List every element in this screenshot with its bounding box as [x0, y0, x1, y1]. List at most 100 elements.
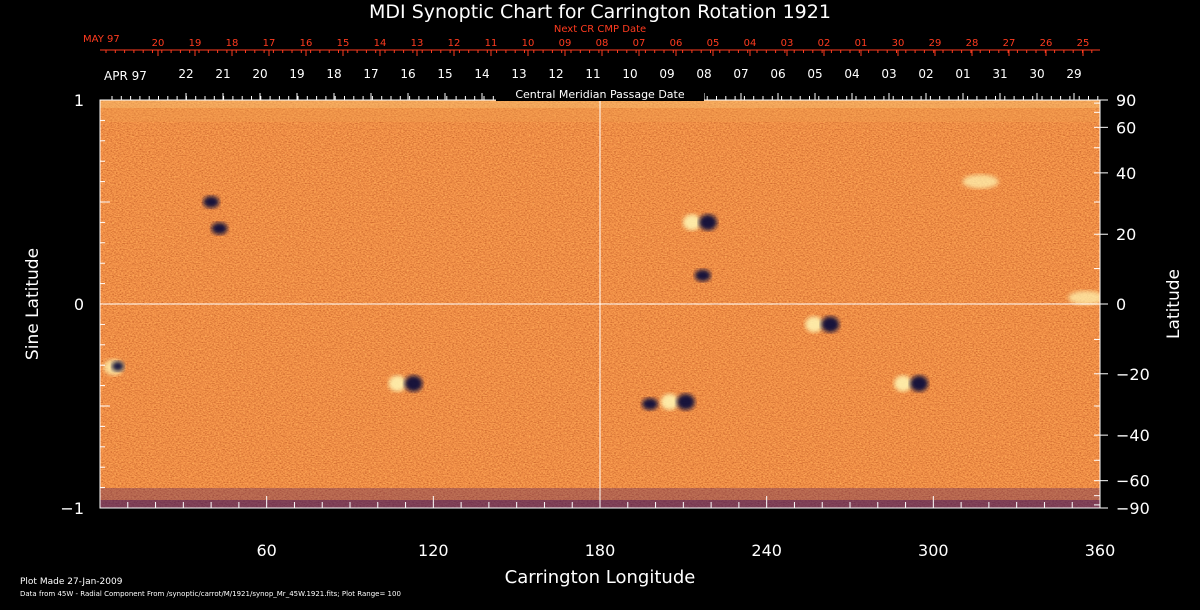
positive-patch [962, 174, 999, 189]
next-cr-axis: Next CR CMP Date MAY 97 20 19 18 17 16 15 14 13… [83, 24, 1100, 56]
next-cr-month-label: MAY 97 [83, 34, 120, 45]
plot-made-label: Plot Made 27-Jan-2009 [20, 577, 123, 587]
y-right-tick-label: −20 [1116, 365, 1150, 384]
cmp-tick-label: 19 [289, 67, 304, 81]
cmp-tick-label: 13 [511, 67, 526, 81]
negative-patch [404, 375, 423, 392]
positive-patch [683, 214, 701, 231]
positive-patch [894, 375, 913, 392]
active-region [1068, 290, 1100, 305]
next-cr-tick-label: 30 [892, 38, 905, 49]
positive-patch [805, 316, 824, 333]
cmp-tick-label: 14 [474, 67, 489, 81]
negative-patch [111, 361, 124, 372]
cmp-tick-label: 21 [215, 67, 230, 81]
active-region [103, 359, 124, 376]
next-cr-tick-label: 15 [337, 38, 350, 49]
cmp-tick-label: 22 [178, 67, 193, 81]
cmp-tick-label: 12 [548, 67, 563, 81]
y-right-tick-label: −90 [1116, 499, 1150, 518]
cmp-tick-label: 03 [881, 67, 896, 81]
x-axis: 60 120 180 240 300 360 [99, 496, 1116, 560]
next-cr-tick-label: 19 [189, 38, 202, 49]
y-axis-left: 1 0 −1 [60, 91, 110, 518]
x-tick-label: 360 [1085, 541, 1116, 560]
next-cr-tick-label: 16 [300, 38, 313, 49]
cmp-tick-label: 11 [585, 67, 600, 81]
cmp-tick-label: 31 [992, 67, 1007, 81]
cmp-tick-label: 01 [955, 67, 970, 81]
active-region [683, 214, 717, 231]
next-cr-tick-label: 02 [818, 38, 831, 49]
active-region [388, 375, 423, 392]
next-cr-tick-label: 20 [152, 38, 165, 49]
x-tick-label: 180 [585, 541, 616, 560]
y-right-tick-label: 40 [1116, 164, 1136, 183]
next-cr-tick-label: 14 [374, 38, 387, 49]
y-axis-right: 90 60 40 20 0 −20 −40 −60 −90 [1094, 91, 1150, 518]
next-cr-tick-label: 11 [485, 38, 498, 49]
cmp-tick-label: 15 [437, 67, 452, 81]
next-cr-tick-label: 29 [929, 38, 942, 49]
grid-lines [100, 100, 1100, 508]
cmp-tick-label: 04 [844, 67, 859, 81]
active-region [660, 393, 695, 410]
data-source-label: Data from 45W - Radial Component From /s… [20, 590, 401, 598]
positive-patch [660, 393, 679, 410]
cmp-axis-title: Central Meridian Passage Date [515, 88, 684, 101]
next-cr-tick-label: 27 [1003, 38, 1016, 49]
next-cr-tick-label: 09 [559, 38, 572, 49]
next-cr-tick-label: 01 [855, 38, 868, 49]
active-region [642, 397, 658, 410]
y-axis-right-title: Latitude [1164, 269, 1184, 339]
next-cr-tick-label: 17 [263, 38, 276, 49]
negative-patch [694, 269, 711, 282]
next-cr-tick-label: 03 [781, 38, 794, 49]
cmp-tick-label: 18 [326, 67, 341, 81]
cmp-tick-label: 10 [622, 67, 637, 81]
cmp-tick-label: 07 [733, 67, 748, 81]
y-left-tick-label: 1 [74, 91, 84, 110]
active-region [694, 269, 711, 282]
positive-patch [388, 375, 407, 392]
cmp-tick-label: 02 [918, 67, 933, 81]
cmp-tick-label: 16 [400, 67, 415, 81]
x-axis-title: Carrington Longitude [505, 567, 696, 588]
active-region [805, 316, 840, 333]
cmp-tick-label: 05 [807, 67, 822, 81]
next-cr-tick-label: 05 [707, 38, 720, 49]
y-left-tick-label: −1 [60, 499, 84, 518]
negative-patch [699, 214, 717, 231]
next-cr-tick-label: 12 [448, 38, 461, 49]
chart-title: MDI Synoptic Chart for Carrington Rotati… [369, 1, 831, 23]
next-cr-tick-label: 28 [966, 38, 979, 49]
negative-patch [642, 397, 658, 410]
x-tick-label: 240 [751, 541, 782, 560]
y-right-tick-label: −60 [1116, 472, 1150, 491]
negative-patch [676, 393, 695, 410]
negative-patch [821, 316, 840, 333]
negative-patch [211, 222, 228, 235]
negative-patch [203, 196, 220, 208]
next-cr-axis-title: Next CR CMP Date [554, 24, 646, 35]
next-cr-tick-label: 10 [522, 38, 535, 49]
cmp-tick-label: 20 [252, 67, 267, 81]
active-region [962, 174, 999, 189]
x-tick-label: 120 [418, 541, 449, 560]
negative-patch [910, 375, 929, 392]
y-right-tick-label: 90 [1116, 91, 1136, 110]
cmp-tick-label: 30 [1029, 67, 1044, 81]
y-axis-left-title: Sine Latitude [23, 248, 43, 360]
cmp-tick-label: 09 [659, 67, 674, 81]
next-cr-tick-label: 13 [411, 38, 424, 49]
active-region [203, 196, 220, 208]
cmp-tick-label: 29 [1066, 67, 1081, 81]
next-cr-tick-label: 26 [1040, 38, 1053, 49]
next-cr-tick-label: 25 [1077, 38, 1090, 49]
next-cr-tick-label: 06 [670, 38, 683, 49]
y-right-tick-label: 60 [1116, 118, 1136, 137]
x-tick-label: 60 [256, 541, 276, 560]
cmp-month-label: APR 97 [104, 69, 147, 83]
y-right-tick-label: 20 [1116, 225, 1136, 244]
